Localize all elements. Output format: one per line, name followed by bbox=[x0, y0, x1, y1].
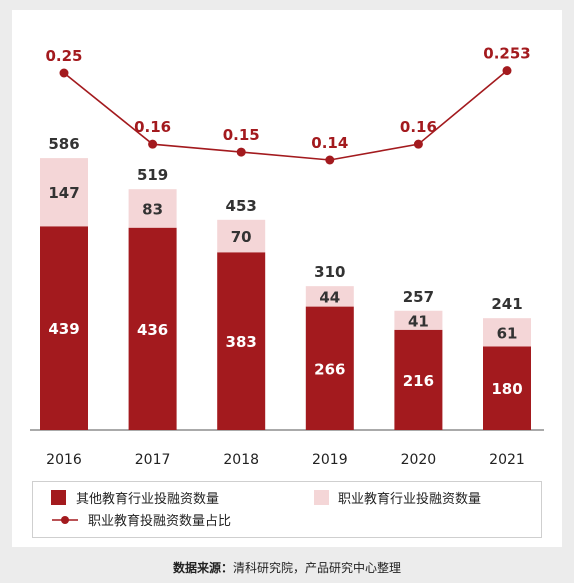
ratio-point-2019 bbox=[325, 155, 335, 165]
legend-label-other: 其他教育行业投融资数量 bbox=[76, 491, 219, 507]
bar-other-2017 bbox=[128, 227, 177, 430]
bar-other-2020 bbox=[394, 329, 443, 430]
source-text: 清科研究院，产品研究中心整理 bbox=[233, 561, 402, 575]
bar-vocational-2020 bbox=[394, 310, 443, 330]
bar-label-vocational-2016: 147 bbox=[48, 184, 79, 202]
bar-total-label-2017: 519 bbox=[137, 166, 168, 184]
legend-swatch-other bbox=[51, 490, 66, 505]
x-tick-label-2017: 2017 bbox=[135, 452, 171, 468]
ratio-label-2016: 0.25 bbox=[45, 47, 82, 65]
bar-vocational-2021 bbox=[483, 318, 531, 347]
x-tick-label-2018: 2018 bbox=[223, 452, 259, 468]
ratio-label-2018: 0.15 bbox=[223, 126, 260, 144]
x-tick-label-2019: 2019 bbox=[312, 452, 348, 468]
bar-label-other-2021: 180 bbox=[491, 380, 522, 398]
bar-total-label-2019: 310 bbox=[314, 263, 345, 281]
x-tick-label-2021: 2021 bbox=[489, 452, 525, 468]
x-tick-label-2020: 2020 bbox=[401, 452, 437, 468]
bar-total-label-2021: 241 bbox=[491, 295, 522, 313]
bar-label-other-2020: 216 bbox=[403, 372, 434, 390]
ratio-label-2020: 0.16 bbox=[400, 118, 437, 136]
ratio-label-2017: 0.16 bbox=[134, 118, 171, 136]
bar-label-other-2017: 436 bbox=[137, 321, 168, 339]
legend-label-vocational: 职业教育行业投融资数量 bbox=[338, 491, 481, 507]
legend-swatch-vocational bbox=[314, 490, 329, 505]
source-note: 数据来源：清科研究院，产品研究中心整理 bbox=[0, 559, 574, 576]
bar-vocational-2018 bbox=[217, 219, 266, 253]
bar-vocational-2016 bbox=[40, 158, 88, 227]
legend-marker-ratio bbox=[61, 516, 69, 524]
ratio-point-2017 bbox=[148, 139, 158, 149]
bar-label-vocational-2020: 41 bbox=[408, 312, 429, 330]
legend-label-ratio: 职业教育投融资数量占比 bbox=[88, 513, 231, 529]
bar-total-label-2018: 453 bbox=[226, 197, 257, 215]
ratio-point-2016 bbox=[59, 68, 69, 78]
bar-total-label-2016: 586 bbox=[48, 135, 79, 153]
ratio-label-2021: 0.253 bbox=[483, 45, 530, 63]
bar-label-vocational-2021: 61 bbox=[497, 324, 518, 342]
bar-other-2019 bbox=[305, 306, 354, 430]
ratio-label-2019: 0.14 bbox=[311, 134, 348, 152]
bar-label-other-2018: 383 bbox=[226, 333, 257, 351]
bar-label-other-2016: 439 bbox=[48, 320, 79, 338]
chart-svg: 439 147 586 2016 436 83 519 2017 383 70 453 2018 266… bbox=[30, 45, 544, 538]
ratio-point-2021 bbox=[502, 66, 512, 76]
legend-box bbox=[32, 481, 542, 538]
chart-card: 439 147 586 2016 436 83 519 2017 383 70 453 2018 266… bbox=[12, 10, 562, 547]
bar-label-other-2019: 266 bbox=[314, 360, 345, 378]
bar-label-vocational-2017: 83 bbox=[142, 200, 163, 218]
bar-vocational-2019 bbox=[305, 286, 354, 307]
bar-vocational-2017 bbox=[128, 189, 177, 228]
bar-label-vocational-2019: 44 bbox=[319, 288, 340, 306]
bar-other-2016 bbox=[40, 226, 88, 430]
x-tick-label-2016: 2016 bbox=[46, 452, 82, 468]
bar-other-2021 bbox=[483, 346, 531, 430]
source-label: 数据来源： bbox=[172, 561, 233, 575]
bar-other-2018 bbox=[217, 252, 266, 430]
ratio-point-2018 bbox=[236, 147, 246, 157]
ratio-point-2020 bbox=[413, 139, 423, 149]
bar-label-vocational-2018: 70 bbox=[231, 228, 252, 246]
ratio-line bbox=[63, 70, 508, 161]
bar-total-label-2020: 257 bbox=[403, 288, 434, 306]
